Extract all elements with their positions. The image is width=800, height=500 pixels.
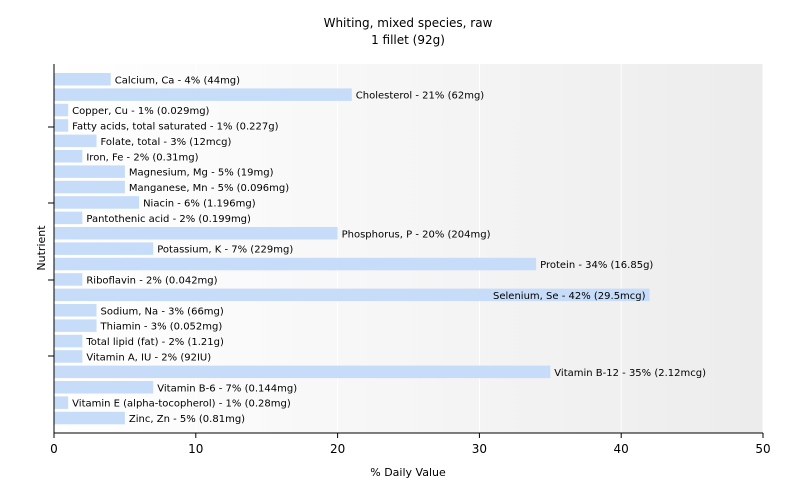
bar [54,381,154,394]
bar-label: Total lipid (fat) - 2% (1.21g) [85,337,224,348]
chart-title: Whiting, mixed species, raw [324,16,493,30]
bar [54,411,125,425]
bar-label: Folate, total - 3% (12mcg) [101,137,232,148]
bar-label: Protein - 34% (16.85g) [540,260,653,271]
bar-label: Vitamin B-6 - 7% (0.144mg) [157,383,297,394]
bar-label: Vitamin E (alpha-tocopherol) - 1% (0.28m… [72,399,291,410]
bar-label: Copper, Cu - 1% (0.029mg) [72,106,209,117]
bar-label: Iron, Fe - 2% (0.31mg) [86,152,198,163]
bar [54,365,551,379]
bar [54,288,650,302]
bar [54,319,97,332]
x-tick-label: 30 [472,442,487,456]
bar [54,227,338,240]
bar-label: Niacin - 6% (1.196mg) [143,198,256,209]
bar [54,88,352,101]
bar [54,350,83,363]
bar-label: Phosphorus, P - 20% (204mg) [342,229,491,240]
bar-label: Cholesterol - 21% (62mg) [356,91,485,102]
x-tick-label: 0 [50,442,58,456]
bar-label: Selenium, Se - 42% (29.5mcg) [493,291,646,302]
bar-label: Vitamin B-12 - 35% (2.12mcg) [554,368,706,379]
bar-label: Riboflavin - 2% (0.042mg) [86,275,217,286]
bar [54,150,83,163]
bar-label: Sodium, Na - 3% (66mg) [101,306,224,317]
bar [54,73,111,86]
bar-label: Vitamin A, IU - 2% (92IU) [86,352,211,363]
x-tick-label: 50 [755,442,770,456]
x-tick-label: 20 [330,442,345,456]
x-tick-label: 40 [614,442,629,456]
bar-label: Fatty acids, total saturated - 1% (0.227… [72,121,278,132]
bar [54,334,83,348]
bar [54,134,97,148]
bar-label: Potassium, K - 7% (229mg) [157,245,293,256]
bar-label: Zinc, Zn - 5% (0.81mg) [129,414,245,425]
bar [54,273,83,286]
bar [54,119,69,132]
bar-label: Thiamin - 3% (0.052mg) [100,322,223,333]
x-axis-label: % Daily Value [370,466,446,479]
bar [54,304,97,317]
bar [54,396,69,409]
bar [54,211,83,225]
bar-label: Manganese, Mn - 5% (0.096mg) [129,183,289,194]
x-tick-label: 10 [188,442,203,456]
bar [54,103,69,117]
bar [54,180,125,194]
chart-subtitle: 1 fillet (92g) [371,33,445,47]
bar [54,165,125,178]
bar [54,196,140,209]
y-axis-label: Nutrient [35,225,48,271]
axes-group: 0 10 20 30 40 50 [48,64,771,456]
bar-label: Pantothenic acid - 2% (0.199mg) [86,214,251,225]
bar-label: Calcium, Ca - 4% (44mg) [115,75,240,86]
bar-label: Magnesium, Mg - 5% (19mg) [129,168,274,179]
bar [54,242,154,255]
bar [54,257,537,271]
bars-group: Calcium, Ca - 4% (44mg) Cholesterol - 21%… [54,73,706,425]
